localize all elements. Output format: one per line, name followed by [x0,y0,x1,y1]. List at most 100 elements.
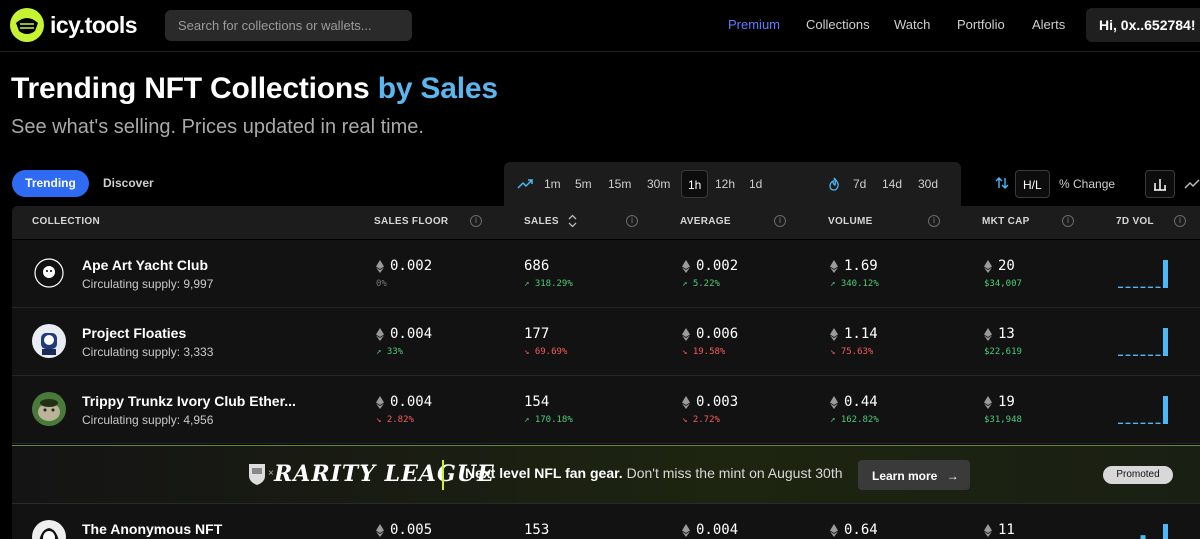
col-header-collection[interactable]: COLLECTION [32,216,100,227]
time-range-5m[interactable]: 5m [575,177,592,191]
eth-icon [830,395,838,409]
sparkline-bar [1133,422,1138,424]
col-header-average[interactable]: AVERAGE [680,216,731,227]
nav-link-watch[interactable]: Watch [894,17,931,32]
col-header-mkt-cap[interactable]: MKT CAP [982,216,1030,227]
sparkline-7d-vol[interactable] [1118,396,1168,424]
average-value: 0.002 [696,258,739,274]
mkt-cap-value: 19 [998,394,1015,410]
volume-cell: 0.64 [830,522,878,539]
mkt-cap-value: 20 [998,258,1015,274]
info-icon[interactable]: i [1174,215,1186,227]
promo-banner[interactable]: × RARITY LEAGUE Next level NFL fan gear.… [12,445,1200,504]
sparkline-bar [1148,354,1153,356]
col-header-sales[interactable]: SALES [524,216,559,227]
time-range-30m[interactable]: 30m [647,177,671,191]
logo-text: icy.tools [50,11,138,38]
sparkline-bar [1140,354,1146,356]
day-range-30d[interactable]: 30d [918,177,939,191]
day-range-7d[interactable]: 7d [853,177,867,191]
eth-icon [376,327,384,341]
sales-value: 153 [524,522,550,538]
mkt-cap-value: 11 [998,522,1015,538]
sales-floor-change: ↗ 33% [376,347,404,357]
average-change: ↗ 5.22% [682,279,720,289]
col-header-7d-vol[interactable]: 7D VOL [1116,216,1154,227]
sort-arrows-icon[interactable] [994,175,1010,191]
time-range-15m[interactable]: 15m [608,177,632,191]
user-menu-button[interactable]: Hi, 0x..652784! [1086,8,1200,42]
collection-name[interactable]: Ape Art Yacht Club [82,257,209,273]
learn-more-button[interactable]: Learn more → [858,460,970,490]
sales-cell: 153 [524,522,549,539]
page-title-accent: by Sales [377,72,498,105]
info-icon[interactable]: i [928,215,940,227]
col-header-sales-floor[interactable]: SALES FLOOR [374,216,449,227]
mkt-cap-usd: $34,007 [984,279,1022,289]
nav-link-portfolio[interactable]: Portfolio [957,17,1005,32]
sales-floor-cell: 0.004 ↗ 33% [376,326,432,357]
bar-chart-view-button[interactable] [1145,170,1175,198]
sparkline-7d-vol[interactable] [1118,524,1168,539]
time-range-1m[interactable]: 1m [544,177,561,191]
info-icon[interactable]: i [470,215,482,227]
collection-avatar [32,520,66,539]
table-row[interactable]: Ape Art Yacht Club Circulating supply: 9… [12,240,1200,308]
volume-cell: 0.44 ↗ 162.82% [830,394,879,425]
banner-text: Next level NFL fan gear. Don't miss the … [465,465,843,481]
sparkline-7d-vol[interactable] [1118,328,1168,356]
sales-cell: 154 ↗ 170.18% [524,394,573,425]
sparkline-bar [1118,354,1123,356]
nav-link-premium[interactable]: Premium [728,17,781,32]
table-row[interactable]: The Anonymous NFT 0.005 153 0.004 0.64 1… [12,504,1200,539]
sales-value: 154 [524,394,550,410]
collection-name[interactable]: Project Floaties [82,325,187,341]
nav-link-alerts[interactable]: Alerts [1032,17,1066,32]
average-change: ↘ 19.58% [682,347,726,357]
mode-high-low[interactable]: H/L [1015,170,1050,198]
sparkline-bar [1163,524,1168,539]
info-icon[interactable]: i [626,215,638,227]
table-row[interactable]: Trippy Trunkz Ivory Club Ether... Circul… [12,376,1200,444]
line-chart-view-icon[interactable] [1183,177,1200,191]
logo-icon [10,8,44,42]
sparkline-bar [1163,328,1168,356]
average-cell: 0.002 ↗ 5.22% [682,258,738,289]
col-header-volume[interactable]: VOLUME [828,216,873,227]
volume-change: ↘ 75.63% [830,347,874,357]
nav-link-collections[interactable]: Collections [806,17,870,32]
eth-icon [376,259,384,273]
time-range-1d[interactable]: 1d [749,177,763,191]
sales-change: ↘ 69.69% [524,347,568,357]
banner-divider [442,460,444,490]
sales-cell: 177 ↘ 69.69% [524,326,567,357]
times-icon: × [268,468,274,479]
average-cell: 0.004 [682,522,738,539]
search-input[interactable] [165,10,412,41]
volume-change: ↗ 340.12% [830,279,879,289]
sales-floor-cell: 0.004 ↘ 2.82% [376,394,432,425]
time-range-1h[interactable]: 1h [681,170,709,198]
mode-percent-change[interactable]: % Change [1059,177,1116,191]
collection-name[interactable]: The Anonymous NFT [82,521,223,537]
sales-change: ↗ 318.29% [524,279,573,289]
tab-discover[interactable]: Discover [103,176,154,190]
time-range-12h[interactable]: 12h [715,177,736,191]
sales-value: 177 [524,326,550,342]
sort-icon[interactable] [568,214,577,233]
info-icon[interactable]: i [774,215,786,227]
eth-icon [830,523,838,537]
collection-name[interactable]: Trippy Trunkz Ivory Club Ether... [82,393,296,409]
collection-avatar [32,392,66,426]
sparkline-7d-vol[interactable] [1118,260,1168,288]
average-change: ↘ 2.72% [682,415,720,425]
collection-supply: Circulating supply: 9,997 [82,277,214,291]
table-row[interactable]: Project Floaties Circulating supply: 3,3… [12,308,1200,376]
info-icon[interactable]: i [1062,215,1074,227]
day-range-14d[interactable]: 14d [882,177,903,191]
volume-cell: 1.69 ↗ 340.12% [830,258,879,289]
sales-change: ↗ 170.18% [524,415,573,425]
logo[interactable]: icy.tools [10,8,138,42]
volume-value: 1.69 [844,258,878,274]
tab-trending[interactable]: Trending [12,170,89,197]
